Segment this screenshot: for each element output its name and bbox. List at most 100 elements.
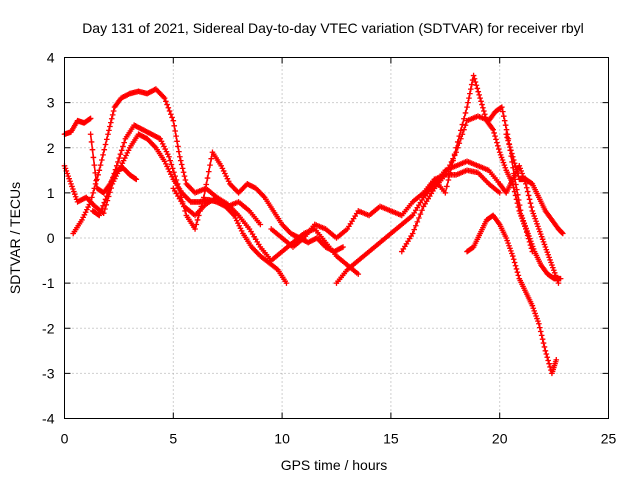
data-point-fill bbox=[116, 155, 123, 161]
data-point-fill bbox=[103, 136, 110, 143]
data-point-fill bbox=[164, 101, 170, 108]
data-point-fill bbox=[467, 86, 474, 92]
data-point-fill bbox=[169, 165, 176, 172]
data-point-fill bbox=[476, 92, 482, 98]
series-sat-a bbox=[61, 115, 94, 138]
data-point bbox=[200, 194, 207, 201]
data-point-fill bbox=[513, 181, 519, 188]
data-point-fill bbox=[168, 161, 175, 168]
data-point-fill bbox=[89, 194, 95, 201]
data-point-fill bbox=[90, 154, 97, 161]
data-point-fill bbox=[552, 272, 559, 279]
data-point-fill bbox=[532, 310, 538, 317]
data-point-fill bbox=[90, 190, 96, 196]
data-point-fill bbox=[207, 162, 213, 168]
data-point-fill bbox=[103, 193, 110, 199]
data-point-fill bbox=[454, 144, 461, 151]
data-point-fill bbox=[521, 220, 528, 226]
x-tick-label: 5 bbox=[169, 431, 177, 447]
data-point-fill bbox=[465, 99, 471, 106]
data-point-fill bbox=[547, 257, 553, 263]
data-point-fill bbox=[515, 272, 522, 279]
data-point-fill bbox=[502, 122, 509, 128]
data-point-fill bbox=[472, 79, 479, 85]
data-point bbox=[100, 210, 107, 216]
data-point-fill bbox=[545, 357, 551, 364]
data-point-fill bbox=[179, 165, 186, 172]
data-point-fill bbox=[445, 177, 452, 183]
data-point-fill bbox=[548, 259, 554, 266]
data-point bbox=[496, 149, 503, 156]
data-point-fill bbox=[510, 157, 517, 163]
data-point-fill bbox=[202, 188, 208, 194]
data-point-fill bbox=[91, 162, 98, 168]
data-point-fill bbox=[504, 134, 510, 141]
data-point-fill bbox=[491, 130, 497, 136]
data-point-fill bbox=[533, 218, 539, 225]
data-point-fill bbox=[447, 170, 453, 177]
data-point-fill bbox=[550, 264, 556, 271]
data-point-fill bbox=[512, 163, 519, 170]
data-point-fill bbox=[471, 75, 478, 82]
data-point-fill bbox=[118, 147, 125, 154]
data-point-fill bbox=[110, 108, 117, 114]
data-point-fill bbox=[500, 159, 507, 166]
data-point-fill bbox=[182, 177, 189, 183]
data-point-fill bbox=[473, 82, 480, 89]
data-point-fill bbox=[176, 148, 182, 155]
data-point-fill bbox=[523, 225, 529, 232]
data-point-fill bbox=[497, 152, 504, 158]
data-point-fill bbox=[523, 184, 530, 191]
data-point-fill bbox=[92, 170, 99, 176]
data-point-fill bbox=[100, 202, 106, 209]
data-point-fill bbox=[66, 175, 72, 182]
data-point-fill bbox=[178, 161, 185, 168]
data-point-fill bbox=[525, 192, 532, 199]
data-point-fill bbox=[67, 178, 73, 185]
data-point bbox=[192, 226, 198, 232]
data-point-fill bbox=[546, 254, 552, 261]
data-point-fill bbox=[500, 113, 507, 119]
data-point-fill bbox=[532, 215, 538, 222]
data-point-fill bbox=[459, 131, 466, 138]
series-sat-k bbox=[503, 131, 566, 237]
data-point bbox=[496, 190, 503, 196]
data-point bbox=[553, 357, 560, 363]
data-point-fill bbox=[181, 173, 188, 179]
data-point-fill bbox=[70, 186, 76, 192]
data-point-fill bbox=[502, 164, 509, 171]
data-point-fill bbox=[531, 213, 538, 219]
data-point-fill bbox=[495, 143, 501, 149]
data-point-fill bbox=[88, 139, 95, 145]
data-point-fill bbox=[537, 231, 544, 237]
data-point-fill bbox=[527, 235, 533, 242]
data-point-fill bbox=[500, 108, 506, 115]
data-point-fill bbox=[204, 175, 211, 181]
data-point-fill bbox=[101, 146, 108, 153]
data-point-fill bbox=[62, 165, 69, 172]
data-point-fill bbox=[417, 211, 424, 217]
y-tick-label: 0 bbox=[47, 230, 55, 246]
data-point bbox=[503, 235, 510, 241]
data-point-fill bbox=[495, 146, 502, 152]
y-tick-label: 4 bbox=[47, 50, 55, 66]
data-point-fill bbox=[501, 117, 508, 124]
data-point-fill bbox=[551, 270, 558, 276]
data-point-fill bbox=[462, 122, 469, 128]
data-point-fill bbox=[546, 360, 552, 367]
data-point-fill bbox=[498, 154, 505, 161]
data-point-fill bbox=[514, 192, 521, 198]
data-point-fill bbox=[97, 162, 104, 168]
data-point-fill bbox=[97, 209, 104, 216]
data-point-fill bbox=[524, 188, 531, 195]
data-point-fill bbox=[89, 146, 96, 153]
data-point-fill bbox=[544, 249, 551, 255]
data-point-fill bbox=[167, 157, 173, 164]
data-point bbox=[96, 212, 103, 219]
data-point-fill bbox=[117, 151, 124, 157]
data-point bbox=[477, 95, 483, 101]
data-point-fill bbox=[543, 246, 550, 253]
data-point-fill bbox=[522, 222, 528, 229]
data-point-fill bbox=[64, 170, 71, 177]
